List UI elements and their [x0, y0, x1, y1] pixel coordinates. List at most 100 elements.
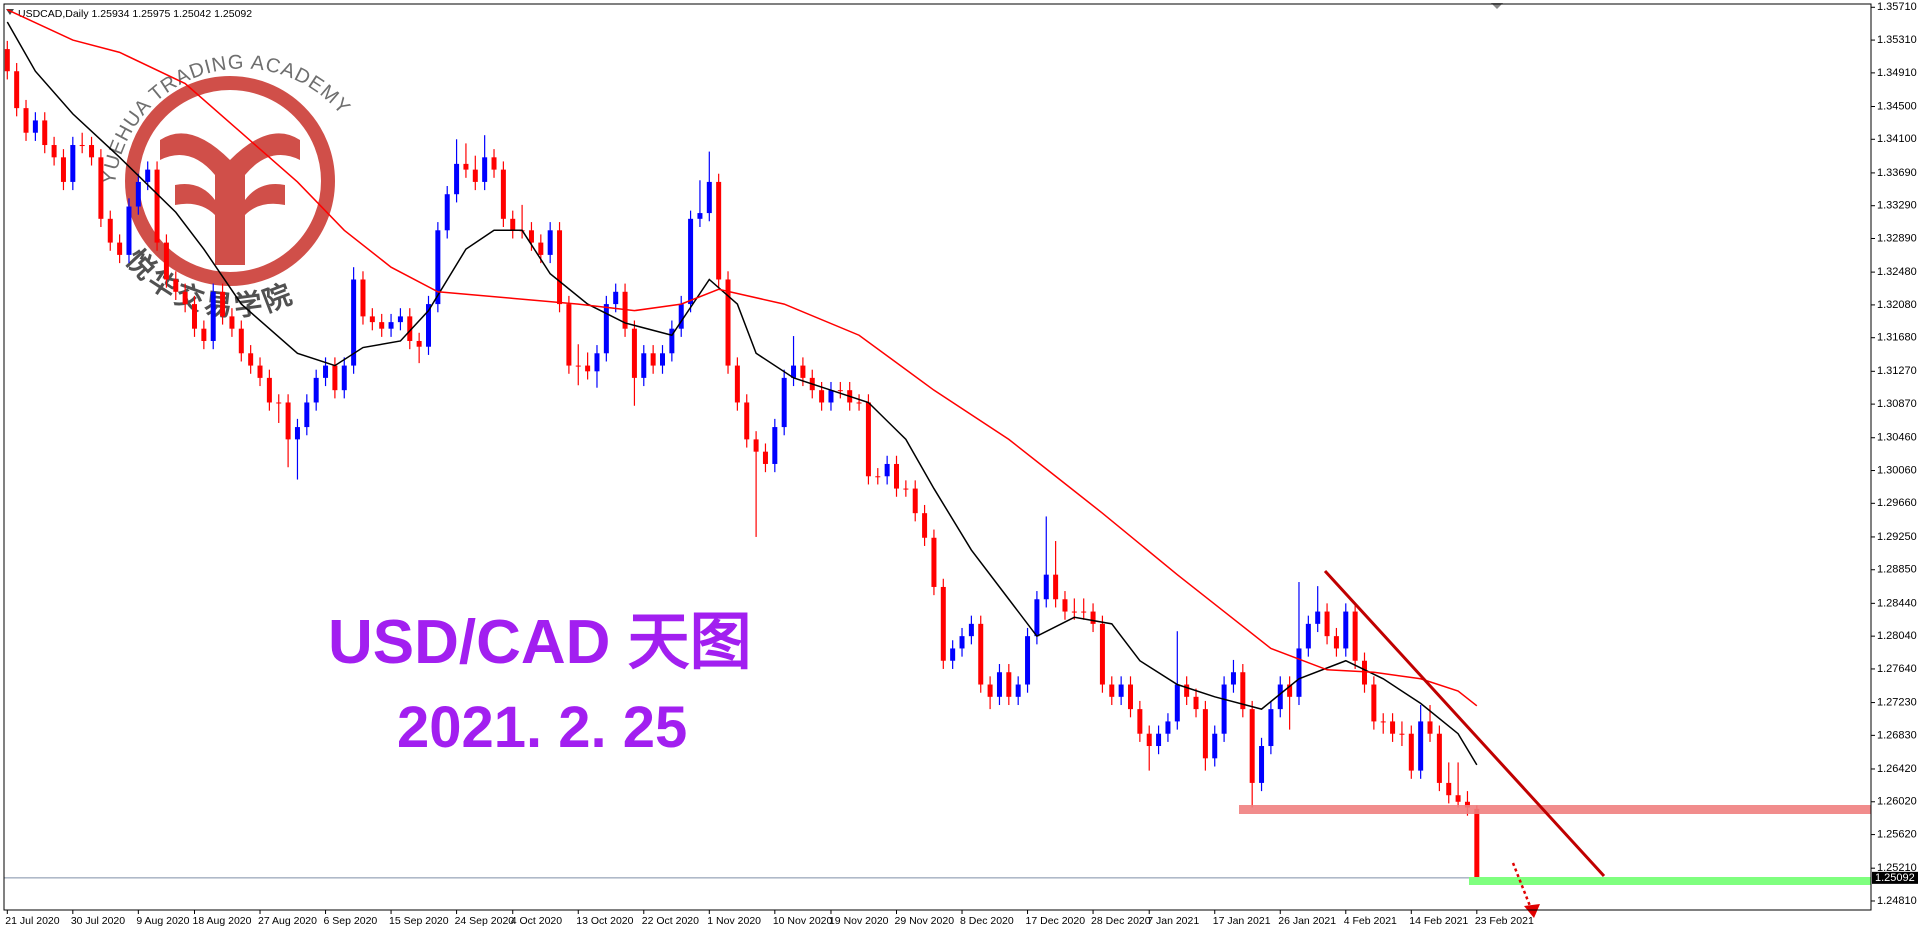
x-tick-label: 13 Oct 2020 — [576, 915, 633, 927]
candle-body — [1455, 795, 1461, 802]
candle-body — [1474, 808, 1480, 878]
candle-body — [1099, 623, 1105, 685]
candle-body — [585, 365, 591, 372]
y-tick-label: 1.30460 — [1877, 432, 1917, 444]
candle-body — [1380, 721, 1386, 723]
candle-body — [1305, 623, 1311, 649]
x-tick-label: 23 Feb 2021 — [1475, 915, 1534, 927]
candle-body — [800, 365, 806, 378]
y-tick-label: 1.30060 — [1877, 464, 1917, 476]
candle-body — [154, 169, 160, 243]
x-tick-label: 19 Nov 2020 — [829, 915, 889, 927]
candle-body — [538, 242, 544, 255]
candle-body — [1043, 574, 1049, 600]
candle-body — [987, 684, 993, 697]
candle-body — [1408, 733, 1414, 771]
candle-body — [903, 488, 909, 490]
candle-body — [557, 230, 563, 305]
candle-body — [4, 49, 10, 72]
y-tick-label: 1.28040 — [1877, 630, 1917, 642]
candle-body — [1062, 599, 1068, 612]
y-tick-label: 1.32890 — [1877, 232, 1917, 244]
candle-body — [772, 427, 778, 464]
candle-body — [922, 513, 928, 538]
trend-line — [1323, 569, 1606, 878]
candle-body — [1249, 709, 1255, 783]
candle-body — [491, 157, 497, 170]
y-tick-label: 1.35310 — [1877, 34, 1917, 46]
candle-body — [744, 402, 750, 440]
candle-body — [510, 218, 516, 231]
candle-body — [566, 304, 572, 366]
candle-body — [257, 365, 263, 378]
y-tick-label: 1.29250 — [1877, 531, 1917, 543]
y-tick-label: 1.35710 — [1877, 1, 1917, 13]
y-tick-label: 1.34100 — [1877, 133, 1917, 145]
x-tick-label: 7 Jan 2021 — [1147, 915, 1199, 927]
y-tick-label: 1.28440 — [1877, 597, 1917, 609]
chart-title: USDCAD,Daily 1.25934 1.25975 1.25042 1.2… — [18, 8, 252, 20]
candle-body — [163, 242, 169, 280]
candle-body — [1109, 684, 1115, 697]
candle-body — [753, 439, 759, 452]
candle-body — [725, 279, 731, 366]
candle-body — [1333, 636, 1339, 649]
candle-body — [791, 365, 797, 378]
candle-body — [472, 169, 478, 182]
plot-frame — [3, 3, 1872, 911]
candle-body — [950, 648, 956, 661]
plot-area — [4, 9, 1871, 882]
candle-body — [1184, 684, 1190, 697]
candle-body — [1025, 636, 1031, 685]
x-tick-label: 17 Jan 2021 — [1213, 915, 1271, 927]
candle-body — [678, 304, 684, 329]
x-tick-label: 30 Jul 2020 — [71, 915, 125, 927]
candle-body — [1165, 721, 1171, 734]
candle-body — [828, 390, 834, 403]
x-tick-label: 26 Jan 2021 — [1278, 915, 1336, 927]
x-tick-label: 4 Feb 2021 — [1344, 915, 1397, 927]
candle-body — [996, 672, 1002, 697]
candle-body — [912, 488, 918, 514]
candle-body — [454, 163, 460, 195]
x-tick-label: 29 Nov 2020 — [895, 915, 955, 927]
y-tick-label: 1.26020 — [1877, 796, 1917, 808]
candle-body — [716, 181, 722, 280]
candle-body — [968, 623, 974, 637]
candle-body — [126, 206, 132, 255]
candle-body — [444, 194, 450, 231]
candle-body — [819, 390, 825, 403]
candle-body — [416, 340, 422, 347]
y-tick-label: 1.32480 — [1877, 266, 1917, 278]
y-tick-label: 1.27230 — [1877, 696, 1917, 708]
candle-body — [229, 316, 235, 329]
candle-body — [266, 377, 272, 403]
candle-body — [1418, 721, 1424, 771]
ma-line — [6, 9, 1478, 707]
candle-body — [388, 322, 394, 329]
candle-body — [1446, 782, 1452, 796]
candle-body — [1324, 611, 1330, 637]
candle-body — [688, 218, 694, 305]
candle-body — [1090, 611, 1096, 624]
candle-body — [894, 463, 899, 489]
x-tick-label: 9 Aug 2020 — [136, 915, 189, 927]
y-tick-label: 1.31680 — [1877, 332, 1917, 344]
y-tick-label: 1.27640 — [1877, 663, 1917, 675]
logo-ring — [125, 76, 335, 286]
candle-body — [1071, 611, 1077, 613]
y-tick-label: 1.30870 — [1877, 398, 1917, 410]
candle-body — [369, 316, 375, 323]
candle-body — [706, 181, 712, 214]
candle-body — [323, 365, 329, 378]
candle-body — [1427, 721, 1433, 734]
candle-body — [248, 353, 254, 366]
candle-body — [79, 145, 85, 147]
candle-body — [304, 402, 310, 428]
candle-body — [631, 328, 637, 378]
candle-body — [697, 213, 703, 219]
candle-body — [1137, 709, 1143, 734]
candle-body — [1128, 684, 1133, 710]
